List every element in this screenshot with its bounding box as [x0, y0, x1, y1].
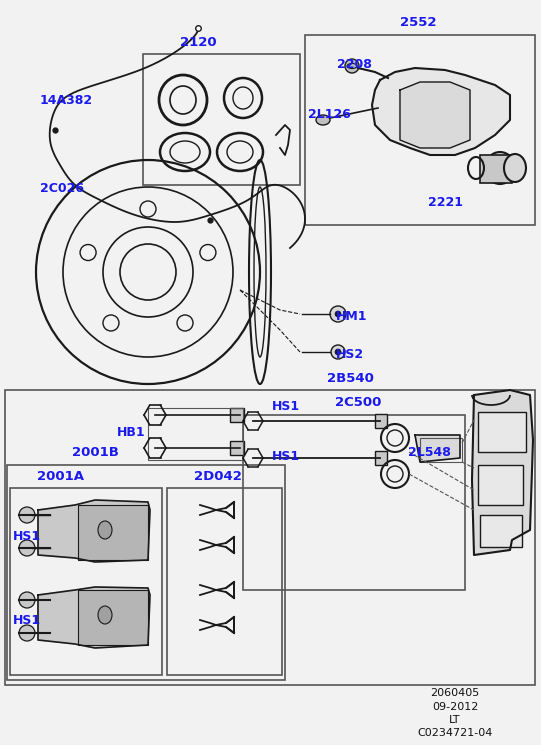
Circle shape: [335, 311, 341, 317]
Text: HS1: HS1: [13, 530, 41, 544]
Circle shape: [19, 592, 35, 608]
Text: 2001A: 2001A: [36, 469, 83, 483]
Ellipse shape: [316, 115, 330, 125]
Bar: [10, 488, 162, 675]
Bar: [420, 438, 462, 462]
Text: 14A382: 14A382: [40, 94, 93, 107]
Circle shape: [19, 540, 35, 556]
Text: HM1: HM1: [336, 309, 367, 323]
Polygon shape: [372, 68, 510, 155]
Bar: [375, 451, 387, 465]
Polygon shape: [400, 82, 470, 148]
Bar: [480, 515, 522, 547]
Bar: [375, 414, 387, 428]
Bar: [480, 155, 512, 183]
Text: 2D042: 2D042: [194, 469, 242, 483]
Bar: [167, 488, 282, 675]
Text: HB1: HB1: [117, 426, 146, 440]
Bar: [148, 408, 243, 460]
Text: HS2: HS2: [336, 347, 364, 361]
Bar: [230, 408, 244, 422]
Polygon shape: [415, 435, 460, 462]
Ellipse shape: [98, 606, 112, 624]
Ellipse shape: [98, 521, 112, 539]
Bar: [78, 590, 148, 645]
Circle shape: [330, 306, 346, 322]
Text: 2C026: 2C026: [40, 182, 84, 194]
Bar: [478, 465, 523, 505]
Bar: [305, 35, 535, 225]
Text: HS1: HS1: [272, 401, 300, 413]
Circle shape: [331, 345, 345, 359]
Bar: [230, 441, 244, 455]
Polygon shape: [38, 500, 150, 562]
Polygon shape: [472, 390, 533, 555]
Circle shape: [19, 625, 35, 641]
Text: 2221: 2221: [428, 195, 463, 209]
Circle shape: [335, 349, 341, 355]
Bar: [243, 415, 465, 590]
Text: HS1: HS1: [272, 449, 300, 463]
Text: 2552: 2552: [400, 16, 436, 28]
Text: 2L548: 2L548: [408, 446, 451, 460]
Text: HS1: HS1: [13, 613, 41, 627]
Polygon shape: [38, 587, 150, 648]
Text: 2C500: 2C500: [335, 396, 381, 410]
Bar: [143, 54, 300, 185]
Circle shape: [345, 59, 359, 73]
Ellipse shape: [485, 152, 515, 184]
Text: 2208: 2208: [337, 59, 372, 72]
Bar: [478, 412, 526, 452]
Text: LT: LT: [449, 715, 461, 725]
Bar: [5, 390, 535, 685]
Text: 2B540: 2B540: [327, 372, 373, 384]
Bar: [7, 465, 285, 680]
Text: 2L126: 2L126: [308, 109, 351, 121]
Text: 2001B: 2001B: [71, 446, 118, 460]
Text: 2120: 2120: [180, 36, 216, 48]
Bar: [78, 505, 148, 560]
Text: 09-2012: 09-2012: [432, 702, 478, 712]
Ellipse shape: [504, 154, 526, 182]
Text: 2060405: 2060405: [431, 688, 480, 698]
Circle shape: [19, 507, 35, 523]
Text: C0234721-04: C0234721-04: [417, 728, 493, 738]
